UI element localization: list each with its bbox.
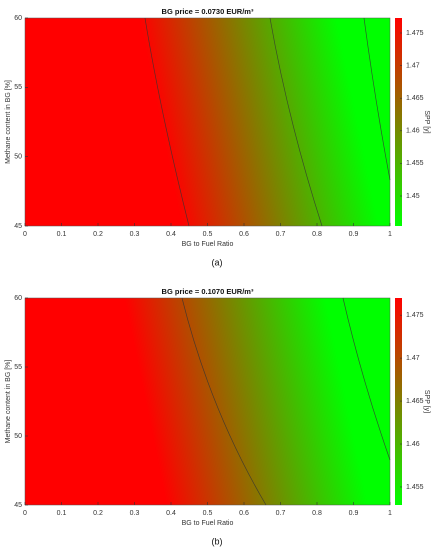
heatmap-field: [25, 18, 390, 226]
colorbar-tick-label: 1.47: [406, 62, 420, 69]
y-tick-label: 50: [14, 433, 22, 440]
colorbar-tick-label: 1.475: [406, 312, 424, 319]
y-tick-label: 55: [14, 364, 22, 371]
colorbar: [395, 18, 402, 226]
chart-title: BG price = 0.1070 EUR/m³: [162, 287, 254, 296]
panels: 0 0.1 0.2 0.3 0.4 0.5 0.6 0.7 0.8 0.9 1 45 50 55 60 1.4…: [5, 7, 430, 546]
x-tick-label: 0.4: [166, 510, 176, 517]
colorbar: [395, 298, 402, 505]
colorbar-tick-label: 1.46: [406, 441, 420, 448]
contour-line: [269, 17, 323, 227]
colorbar-tick-label: 1.465: [406, 398, 424, 405]
y-tick-label: 45: [14, 223, 22, 230]
y-tick-label: 50: [14, 154, 22, 161]
y-tick-label: 60: [14, 15, 22, 22]
x-tick-label: 0: [23, 231, 27, 238]
x-tick-label: 0.2: [93, 510, 103, 517]
x-tick-label: 0.7: [276, 231, 286, 238]
x-axis-label: BG to Fuel Ratio: [182, 520, 234, 527]
x-tick-label: 0.9: [349, 510, 359, 517]
colorbar-label: SPP [y]: [423, 390, 430, 413]
x-tick-label: 0.9: [349, 231, 359, 238]
x-tick-label: 0.5: [203, 510, 213, 517]
x-tick-label: 0.4: [166, 231, 176, 238]
x-tick-label: 0.7: [276, 510, 286, 517]
contour-line: [144, 17, 190, 227]
colorbar-tick-label: 1.475: [406, 30, 424, 37]
chart-title: BG price = 0.0730 EUR/m³: [162, 7, 254, 16]
colorbar-tick-label: 1.455: [406, 160, 424, 167]
x-tick-label: 0.5: [203, 231, 213, 238]
colorbar-tick-label: 1.455: [406, 484, 424, 491]
x-axis-label: BG to Fuel Ratio: [182, 241, 234, 248]
y-tick-label: 55: [14, 84, 22, 91]
x-tick-label: 1: [388, 510, 392, 517]
y-axis-label: Methane content in BG [%]: [5, 80, 12, 164]
x-tick-label: 1: [388, 231, 392, 238]
colorbar-tick-label: 1.45: [406, 193, 420, 200]
colorbar-label: SPP [y]: [423, 110, 430, 133]
colorbar-tick-label: 1.465: [406, 95, 424, 102]
x-tick-label: 0: [23, 510, 27, 517]
x-tick-label: 0.6: [239, 510, 249, 517]
x-tick-label: 0.6: [239, 231, 249, 238]
heatmap-field: [25, 298, 390, 505]
contour-line: [363, 17, 391, 181]
contour-line: [342, 297, 391, 461]
x-tick-label: 0.2: [93, 231, 103, 238]
y-tick-label: 45: [14, 502, 22, 509]
y-tick-label: 60: [14, 295, 22, 302]
y-axis-label: Methane content in BG [%]: [5, 360, 12, 444]
x-tick-label: 0.3: [130, 231, 140, 238]
colorbar-tick-label: 1.46: [406, 128, 420, 135]
contours: [144, 17, 391, 506]
panel-label: (a): [212, 257, 223, 267]
x-tick-label: 0.8: [312, 510, 322, 517]
colorbar-tick-label: 1.47: [406, 355, 420, 362]
contour-line: [181, 297, 267, 506]
x-tick-label: 0.8: [312, 231, 322, 238]
x-tick-label: 0.3: [130, 510, 140, 517]
x-tick-label: 0.1: [57, 231, 67, 238]
x-tick-label: 0.1: [57, 510, 67, 517]
panel-label: (b): [212, 536, 223, 546]
